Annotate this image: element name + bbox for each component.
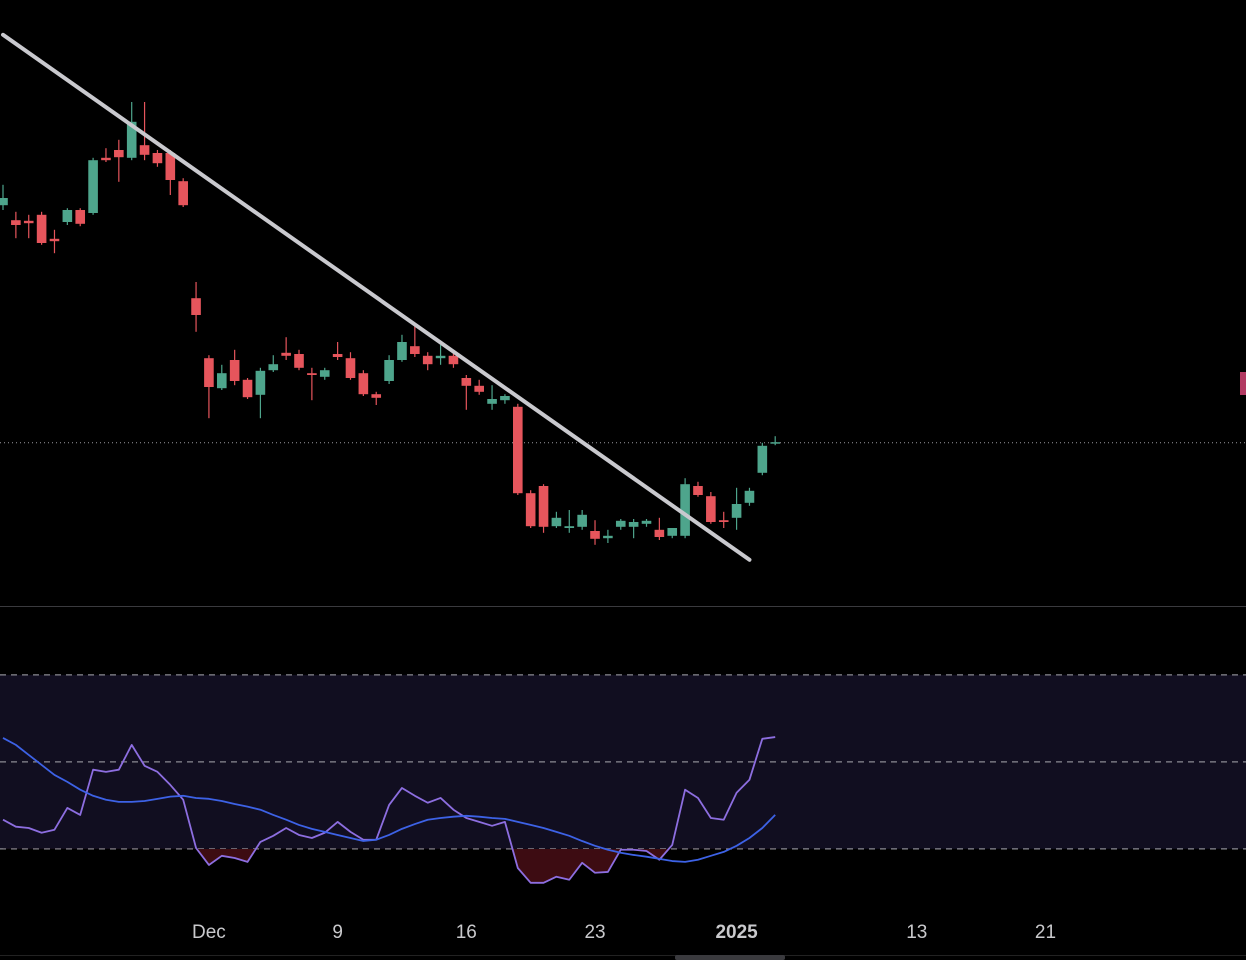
candle-body [757,445,768,473]
candle-body [229,360,240,381]
candle-body [178,181,188,206]
candle-body [345,358,356,378]
candle-body [281,352,291,356]
candle-body [371,394,382,398]
candle-body [36,214,47,243]
candle-body [487,399,497,404]
candle-body [667,528,678,536]
candle-body [525,493,536,527]
x-tick-label: Dec [192,922,226,943]
candle-body [435,355,446,359]
x-tick-label: 21 [1035,922,1056,943]
candle-body [603,535,613,539]
candle-body [23,220,34,224]
candle-body [770,442,780,444]
price-marker [1240,372,1246,395]
candle-body [706,496,716,522]
candle-body [538,486,549,527]
candle-body [718,520,729,522]
candle-body [152,153,163,164]
candle-body [255,370,266,395]
x-tick-label: 16 [456,922,477,943]
indicator-line [2,737,776,863]
candle-body [628,522,639,527]
trendline [1,32,752,562]
candle-body [114,150,124,158]
candle-body [242,379,253,398]
candle-body [216,373,227,389]
candle-body [744,490,755,503]
candle-body [551,517,562,527]
oversold-fill [3,848,776,883]
time-axis: Dec 9 16 23 2025 13 21 [192,922,1056,943]
candle-body [693,486,703,495]
candle-body [75,210,86,224]
candle-body [139,145,150,155]
candle-body [49,238,60,242]
x-tick-label: 9 [332,922,343,943]
candle-body [641,520,652,524]
candle-body [126,121,137,158]
candle-body [0,198,8,206]
candle-body [654,529,665,537]
candle-body [410,346,420,354]
candle-body [101,157,111,161]
candle-body [204,358,214,387]
candle-body [307,373,317,375]
candle-body [513,406,523,494]
candle-body [422,355,433,365]
candle-body [500,396,510,401]
candle-body [332,354,343,357]
indicator-line [2,736,776,884]
candle-body [577,514,587,527]
x-tick-label: 13 [906,922,927,943]
candle-body [564,526,575,528]
candle-body [384,360,394,381]
candle-body [448,355,459,365]
candle-body [62,210,73,222]
candle-body [358,373,369,395]
candle-body [165,153,176,180]
candle-body [319,370,330,377]
candle-body [731,504,742,518]
candle-body [590,531,600,539]
x-tick-label: 2025 [715,922,758,943]
scrollbar [675,955,785,960]
candle-body [397,342,407,360]
price-pane [0,32,1246,562]
candle-body [461,378,472,386]
candle-body [294,354,304,368]
candle-body [474,385,484,392]
candle-body [88,160,98,213]
candle-body [11,220,21,225]
candle-body [615,520,626,527]
candle-body [680,484,690,536]
x-tick-label: 23 [584,922,605,943]
candle-body [191,298,201,315]
indicator-pane [0,674,1246,884]
candle-body [268,364,279,371]
